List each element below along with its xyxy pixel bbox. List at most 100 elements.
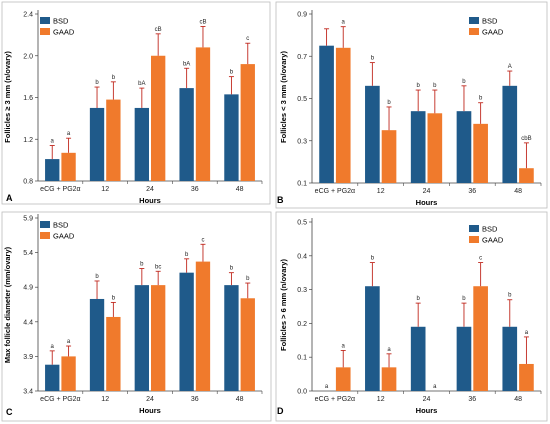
panel-border [1,1,271,205]
x-tick-label: eCG + PG2α [40,186,80,193]
bar-bsd [224,285,239,391]
significance-label: b [95,274,99,280]
bar-bsd [410,326,426,391]
x-axis-label: Hours [139,196,161,205]
x-tick-label: 24 [146,396,154,403]
x-tick-label: 24 [146,186,154,193]
significance-label: b [417,83,421,89]
legend-label-gaad: GAAD [482,236,504,245]
bar-gaad [519,168,534,183]
y-tick-label: 0.3 [297,287,307,294]
significance-label: a [342,343,346,349]
legend-swatch-gaad [40,28,50,35]
significance-label: b [462,79,466,85]
x-tick-label: eCG + PG2α [315,396,355,403]
x-tick-label: 36 [191,396,199,403]
y-tick-label: 0.9 [297,12,307,19]
significance-label: b [230,266,234,272]
significance-label: b [246,276,250,282]
legend-label-bsd: BSD [53,17,69,26]
bar-gaad [61,152,76,181]
bar-gaad [427,113,443,183]
bar-gaad [195,47,211,182]
y-tick-label: 0.1 [297,181,307,188]
bar-bsd [134,107,149,181]
y-tick-label: 0.0 [297,389,307,396]
bar-bsd [456,111,472,183]
x-tick-label: 36 [468,396,476,403]
significance-label: bc [155,264,161,270]
bar-bsd [89,107,105,181]
significance-label: a [342,20,346,26]
y-tick-label: 0.5 [297,96,307,103]
panel-letter: D [277,406,284,416]
significance-label: b [433,83,437,89]
x-tick-label: 48 [514,188,522,195]
y-tick-label: 5.9 [23,216,33,223]
bar-bsd [224,94,239,181]
legend-swatch-gaad [469,236,479,243]
x-tick-label: 12 [377,188,385,195]
bar-bsd [319,45,334,183]
bar-gaad [519,363,534,391]
y-axis-label: Follicles > 6 mm (n/ovary) [279,259,288,351]
y-tick-label: 2.4 [23,12,33,19]
y-tick-label: 5.4 [23,250,33,257]
bar-bsd [410,111,426,183]
significance-label: a [525,330,529,336]
significance-label: a [67,131,71,137]
significance-label: bA [183,61,190,67]
significance-label: b [230,70,234,76]
significance-label: b [95,80,99,86]
x-tick-label: 36 [191,186,199,193]
legend-label-bsd: BSD [482,17,498,26]
significance-label: b [185,252,189,258]
bar-gaad [473,286,488,391]
panel-letter: A [6,193,13,203]
legend-swatch-gaad [40,232,50,239]
y-axis-label: Follicles ≥ 3 mm (n/ovary) [3,51,12,143]
legend-label-gaad: GAAD [53,28,75,37]
significance-label: c [201,237,204,243]
bar-gaad [195,261,211,391]
x-tick-label: 48 [236,396,244,403]
panel-border [275,1,548,209]
significance-label: b [387,100,391,106]
x-tick-label: 24 [423,396,431,403]
y-tick-label: 1.6 [23,95,33,102]
legend-swatch-bsd [469,17,479,24]
legend-label-bsd: BSD [53,221,69,230]
significance-label: b [417,296,421,302]
x-tick-label: 12 [377,396,385,403]
legend-swatch-bsd [40,221,50,228]
x-axis-label: Hours [416,198,438,207]
bar-bsd [89,298,105,391]
bar-bsd [365,286,380,391]
significance-label: a [51,344,55,350]
y-tick-label: 1.2 [23,137,33,144]
panel-letter: C [6,407,13,417]
legend-label-gaad: GAAD [482,28,504,37]
legend-swatch-bsd [469,225,479,232]
bar-gaad [240,298,255,391]
significance-label: a [325,384,329,390]
bar-gaad [335,47,351,183]
significance-label: b [140,262,144,268]
bar-gaad [106,99,121,181]
y-tick-label: 0.3 [297,138,307,145]
significance-label: cbB [521,136,531,142]
bar-gaad [381,367,397,391]
x-tick-label: 48 [236,186,244,193]
x-tick-label: eCG + PG2α [40,396,80,403]
x-tick-label: 48 [514,396,522,403]
legend-swatch-bsd [40,17,50,24]
significance-label: b [508,293,512,299]
y-axis-label: Max follicle diameter (mm/ovary) [3,246,12,363]
bar-gaad [151,55,166,181]
legend-swatch-gaad [469,28,479,35]
y-tick-label: 0.5 [297,220,307,227]
bar-gaad [61,356,76,391]
y-tick-label: 3.4 [23,389,33,396]
